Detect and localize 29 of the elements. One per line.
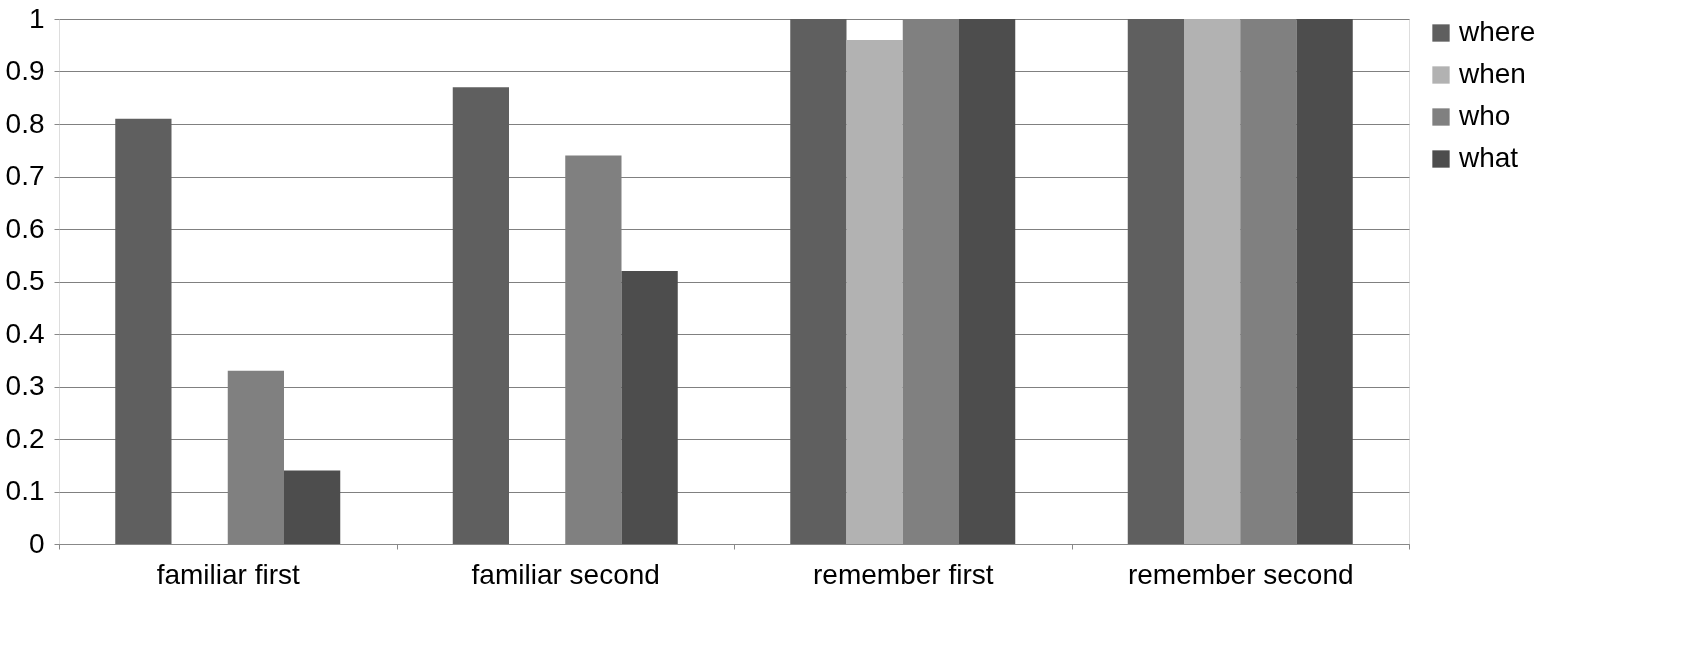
bar: [1127, 19, 1184, 544]
x-tick-label: remember first: [813, 558, 994, 590]
bar: [959, 19, 1016, 544]
y-tick-label: 0.1: [5, 475, 45, 506]
y-tick-label: 1: [28, 2, 45, 34]
bar: [284, 470, 341, 544]
y-tick-label: 0.5: [5, 265, 45, 296]
legend-label: what: [1458, 142, 1519, 173]
x-tick-label: familiar second: [471, 558, 660, 590]
bar: [621, 271, 678, 544]
y-tick-label: 0.2: [5, 422, 45, 454]
bar: [115, 118, 172, 544]
y-tick-label: 0.8: [5, 107, 45, 139]
bar: [790, 19, 847, 544]
x-tick-label: remember second: [1127, 558, 1354, 590]
bar: [846, 40, 903, 544]
bar: [1184, 19, 1241, 544]
y-tick-label: 0.4: [5, 317, 45, 349]
bar: [452, 87, 509, 544]
y-tick-label: 0.6: [5, 212, 45, 244]
y-tick-label: 0: [28, 527, 45, 559]
y-tick-label: 0.7: [5, 160, 45, 191]
legend-label: when: [1458, 58, 1526, 89]
legend-label: where: [1458, 16, 1536, 47]
y-tick-label: 0.9: [5, 55, 45, 86]
x-tick-label: familiar first: [156, 558, 301, 590]
bar: [1296, 19, 1353, 544]
legend-label: who: [1458, 100, 1511, 131]
y-tick-label: 0.3: [5, 370, 45, 401]
